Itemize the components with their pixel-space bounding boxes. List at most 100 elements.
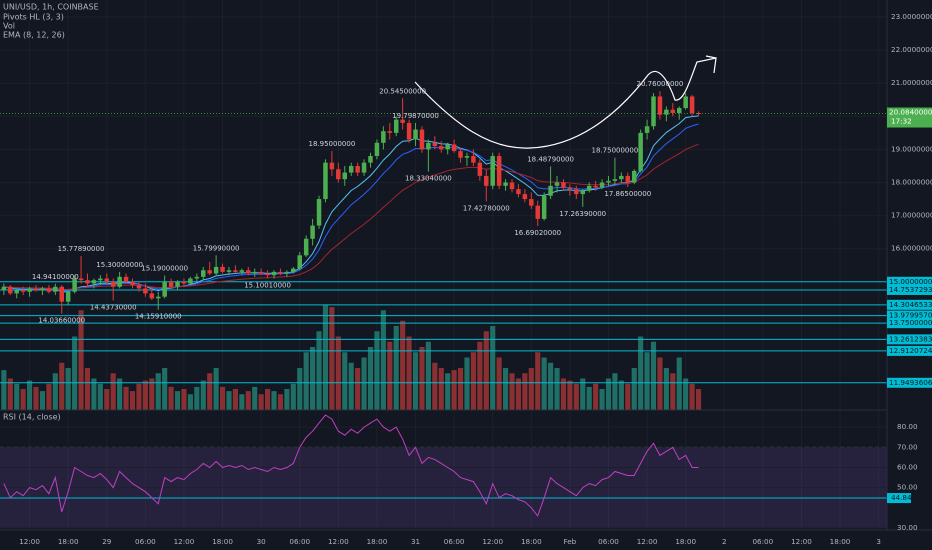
y-tick-label: 23.00000000 <box>891 12 932 21</box>
pivot-label: 15.30000000 <box>96 261 143 269</box>
pivot-label: 20.76000000 <box>637 80 684 88</box>
x-tick-label: 12:00 <box>19 537 40 546</box>
x-tick-label: 06:00 <box>598 537 619 546</box>
candle-body <box>631 170 637 183</box>
pivot-label: 15.77890000 <box>58 245 105 253</box>
candle-body <box>355 165 360 173</box>
candle-body <box>27 288 32 292</box>
candle-body <box>670 109 676 114</box>
volume-bar <box>464 357 470 410</box>
candle-body <box>683 96 688 109</box>
volume-bar <box>14 383 20 410</box>
volume-bar <box>27 380 33 410</box>
pivot-label: 17.26390000 <box>559 210 606 218</box>
candle-body <box>419 129 425 150</box>
candle-body <box>53 286 58 292</box>
candle-body <box>123 276 129 282</box>
candle-body <box>554 182 560 186</box>
indicator-legend: Pivots HL (3, 3) <box>3 13 64 22</box>
candle-body <box>606 180 611 183</box>
candle-body <box>471 156 476 163</box>
candle-body <box>136 285 142 289</box>
volume-bar <box>123 386 129 410</box>
candle-body <box>40 288 45 291</box>
candle-body <box>291 268 296 272</box>
volume-bar <box>445 373 451 410</box>
candle-body <box>541 195 547 219</box>
candle-body <box>599 182 605 188</box>
level-label: 11.94936060 <box>889 378 932 387</box>
candle-body <box>432 142 438 147</box>
volume-bar <box>65 368 71 410</box>
rsi-tick-label: 70.00 <box>897 442 918 451</box>
x-tick-label: 30 <box>257 537 267 546</box>
level-label-box <box>887 334 932 345</box>
candle-body <box>361 162 367 173</box>
candle-body <box>625 175 631 183</box>
level-label: 12.91207243 <box>889 346 932 355</box>
volume-bar <box>644 352 650 410</box>
pivot-label: 14.94100000 <box>32 273 79 281</box>
volume-bar <box>470 352 476 410</box>
candle-body <box>117 276 122 287</box>
candle-body <box>213 266 219 274</box>
drawn-curve <box>414 55 717 149</box>
volume-bar <box>618 380 624 410</box>
volume-bar <box>683 378 689 410</box>
candle-body <box>201 270 206 277</box>
rsi-legend: RSI (14, close) <box>3 413 61 422</box>
volume-bar <box>676 357 682 410</box>
volume-bar <box>290 383 296 410</box>
pivot-label: 14.15910000 <box>135 313 182 321</box>
rsi-line <box>3 414 699 517</box>
candle-body <box>271 271 277 276</box>
candle-body <box>696 113 701 115</box>
pivot-label: 15.79990000 <box>193 244 240 252</box>
candle-body <box>644 126 650 133</box>
volume-bar <box>329 307 335 410</box>
last-price-box <box>887 107 932 128</box>
candle-body <box>329 162 335 170</box>
candle-body <box>284 271 290 274</box>
level-label-box <box>887 377 932 388</box>
pivot-label: 15.19000000 <box>141 265 188 273</box>
pivot-label: 14.43730000 <box>90 303 137 311</box>
candle-body <box>657 96 663 115</box>
rsi-level-box <box>887 493 911 504</box>
y-tick-label: 22.00000000 <box>891 45 932 54</box>
candle-body <box>33 288 39 291</box>
level-label: 15.00000000 <box>889 277 932 286</box>
x-tick-label: 12:00 <box>174 537 195 546</box>
rsi-tick-label: 60.00 <box>897 462 918 471</box>
x-tick-label: 06:00 <box>135 537 156 546</box>
candle-body <box>400 119 405 123</box>
x-tick-label: 12:00 <box>637 537 658 546</box>
candle-body <box>548 185 553 196</box>
volume-bar <box>322 305 329 410</box>
candle-body <box>458 151 463 158</box>
volume-bar <box>52 373 58 410</box>
volume-bar <box>419 347 425 410</box>
volume-bar <box>239 394 245 410</box>
countdown-label: 17:32 <box>891 117 912 126</box>
candle-body <box>265 273 270 276</box>
pivot-label: 16.69020000 <box>514 229 561 237</box>
volume-bar <box>219 386 226 410</box>
candle-body <box>297 255 302 269</box>
volume-bar <box>181 389 187 410</box>
y-tick-label: 21.00000000 <box>891 78 932 87</box>
candle-body <box>586 185 592 191</box>
rsi-tick-label: 80.00 <box>897 422 918 431</box>
candle-body <box>78 278 84 281</box>
y-tick-label: 19.00000000 <box>891 144 932 153</box>
volume-bar <box>342 352 348 410</box>
rsi-level-label: 44.84 <box>891 493 912 502</box>
candle-body <box>336 169 341 180</box>
volume-bar <box>567 380 573 410</box>
volume-bar <box>535 352 541 410</box>
x-tick-label: 06:00 <box>444 537 465 546</box>
volume-bar <box>580 378 586 410</box>
